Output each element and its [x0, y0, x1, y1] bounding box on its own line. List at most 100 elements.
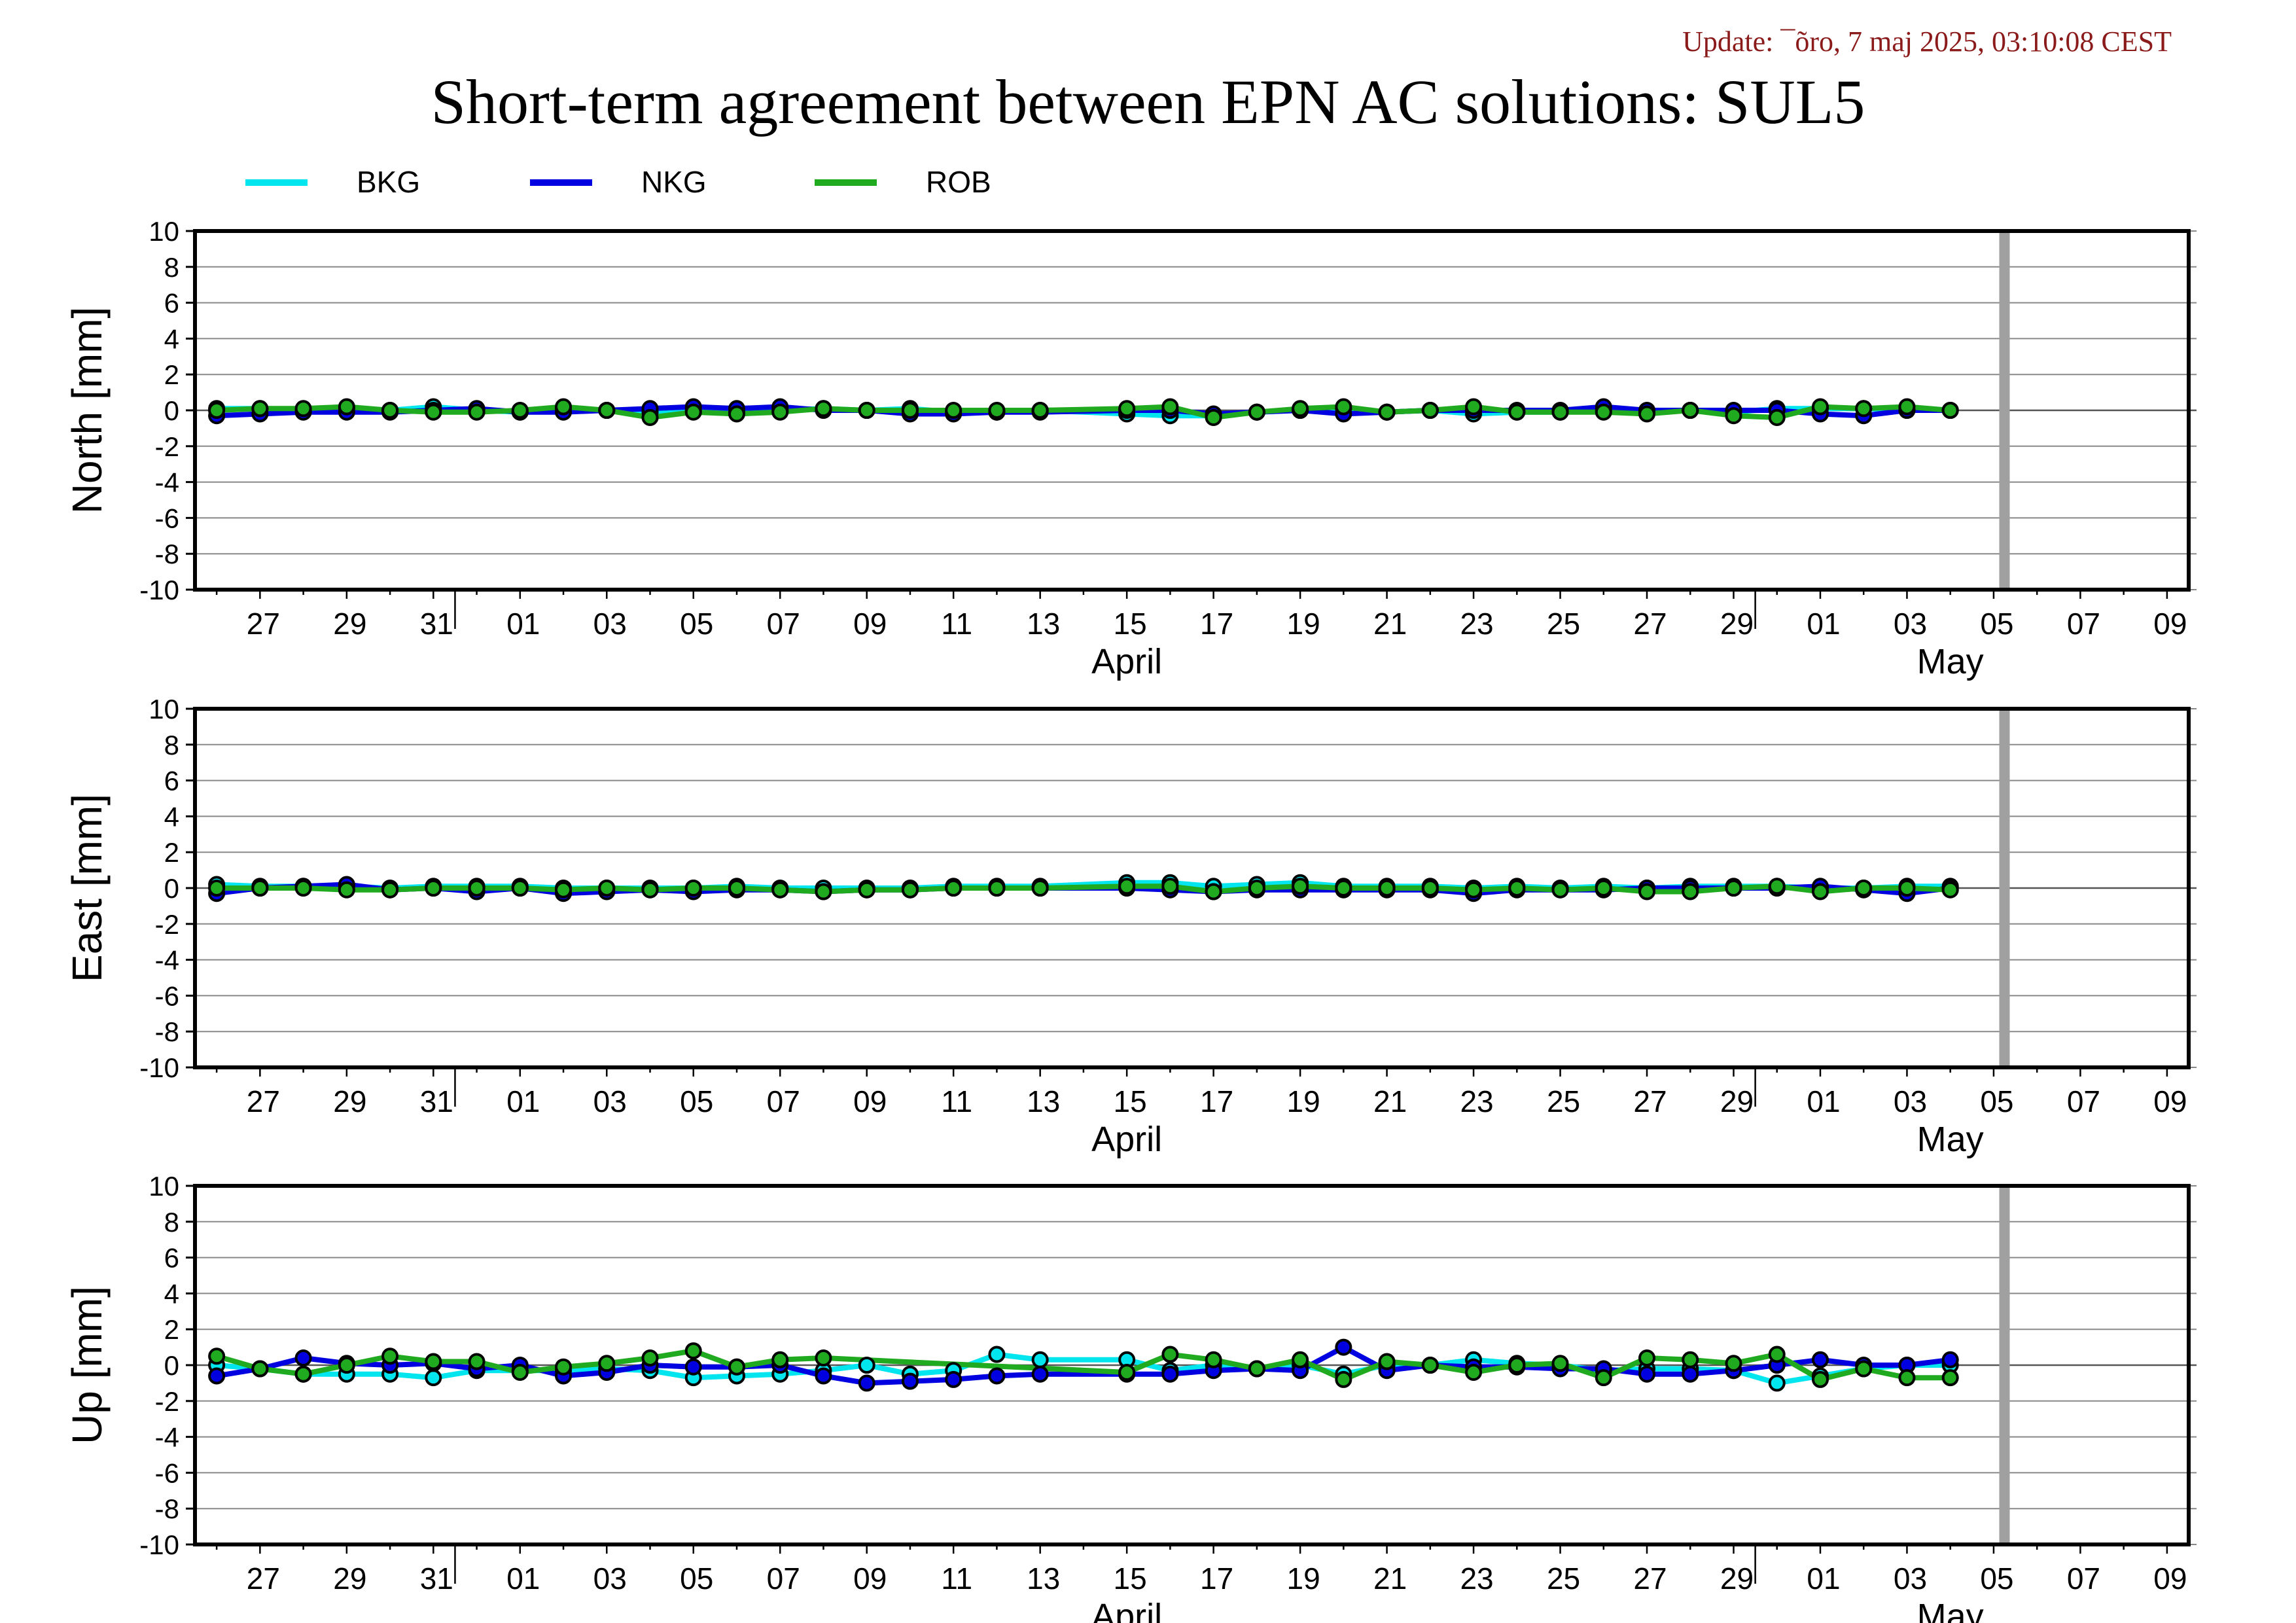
legend-swatch-nkg	[530, 179, 592, 186]
data-point-rob	[815, 400, 832, 418]
data-point-rob	[1335, 1370, 1352, 1388]
data-point-rob	[468, 1353, 486, 1370]
data-point-rob	[1378, 880, 1396, 897]
legend-swatch-bkg	[245, 179, 308, 186]
data-point-rob	[1725, 880, 1742, 897]
y-tick-label: 6	[164, 766, 179, 796]
x-tick-label: 15	[1114, 1084, 1147, 1118]
x-tick-label: 07	[767, 607, 800, 641]
data-point-nkg	[988, 1367, 1006, 1385]
x-tick-label: 01	[1807, 1561, 1840, 1596]
series-line-bkg	[216, 1351, 1951, 1386]
x-tick-label: 21	[1373, 607, 1407, 641]
x-tick-label: 23	[1460, 607, 1493, 641]
data-point-rob	[641, 881, 659, 899]
data-point-rob	[425, 1353, 442, 1370]
y-tick-label: 4	[164, 801, 179, 832]
data-point-rob	[815, 883, 832, 901]
data-point-rob	[1508, 403, 1526, 421]
data-point-nkg	[1031, 1365, 1049, 1383]
x-tick-label: 19	[1287, 1561, 1320, 1596]
x-tick-label: 03	[1894, 607, 1927, 641]
x-tick-label: 13	[1027, 1561, 1060, 1596]
x-tick-label: 11	[941, 607, 972, 641]
data-point-rob	[1508, 880, 1526, 897]
data-point-rob	[555, 1358, 573, 1376]
data-point-rob	[1595, 1369, 1612, 1387]
data-point-rob	[1682, 883, 1699, 901]
data-point-rob	[1898, 1369, 1916, 1387]
x-tick-label: 03	[593, 1561, 627, 1596]
x-tick-label: 01	[506, 607, 540, 641]
x-tick-label: 05	[1980, 1561, 2013, 1596]
x-month-label: May	[1917, 1120, 1984, 1159]
data-point-rob	[381, 402, 399, 419]
y-tick-label: -2	[155, 1386, 179, 1417]
data-point-rob	[728, 880, 745, 897]
data-point-rob	[1465, 1363, 1483, 1381]
data-point-rob	[338, 1357, 355, 1374]
x-tick-label: 09	[853, 1084, 887, 1118]
data-point-nkg	[1811, 1351, 1829, 1368]
data-point-rob	[425, 403, 442, 421]
data-point-rob	[988, 402, 1006, 419]
y-tick-label: 8	[164, 252, 179, 283]
data-point-rob	[1378, 1353, 1396, 1370]
x-tick-label: 07	[2067, 1084, 2100, 1118]
x-tick-label: 05	[1980, 607, 2013, 641]
data-point-rob	[1118, 400, 1136, 418]
data-point-rob	[1205, 1351, 1222, 1368]
x-month-label: May	[1917, 642, 1984, 681]
x-tick-label: 05	[1980, 1084, 2013, 1118]
legend-swatch-rob	[815, 179, 877, 186]
x-tick-label: 29	[333, 1084, 366, 1118]
data-point-rob	[1898, 398, 1916, 416]
data-point-rob	[901, 881, 919, 899]
y-tick-label: 2	[164, 1314, 179, 1345]
data-point-nkg	[1682, 1365, 1699, 1383]
y-tick-label: -10	[139, 1052, 179, 1083]
y-tick-label: -6	[155, 980, 179, 1011]
data-point-rob	[641, 1349, 659, 1367]
data-point-rob	[1161, 878, 1179, 895]
data-point-rob	[381, 881, 399, 899]
y-tick-label: 4	[164, 323, 179, 354]
data-point-rob	[1855, 400, 1873, 418]
data-point-rob	[1855, 880, 1873, 897]
panel-east: 10 8 6 4 2 0 -2 -4 -6 -8 -10 East [mm] 27 29 31 01 03 05 0…	[63, 694, 2197, 1159]
x-tick-label: 01	[506, 1561, 540, 1596]
x-month-label: April	[1091, 1597, 1162, 1623]
data-point-nkg	[945, 1370, 963, 1388]
data-point-rob	[945, 402, 963, 419]
x-tick-label: 15	[1114, 607, 1147, 641]
data-point-rob	[1768, 1346, 1786, 1363]
y-tick-label: 10	[149, 694, 179, 724]
x-tick-label: 03	[593, 607, 627, 641]
x-tick-label: 03	[1894, 1084, 1927, 1118]
data-point-rob	[555, 881, 573, 899]
data-point-rob	[555, 398, 573, 416]
now-marker	[1999, 231, 2010, 590]
x-tick-label: 07	[2067, 607, 2100, 641]
data-point-rob	[1031, 402, 1049, 419]
data-point-rob	[251, 400, 269, 418]
x-tick-label: 27	[1633, 1561, 1667, 1596]
x-tick-label: 29	[333, 1561, 366, 1596]
y-tick-label: 0	[164, 873, 179, 904]
x-tick-label: 27	[247, 1561, 280, 1596]
y-tick-label: -10	[139, 1529, 179, 1560]
y-axis-label: East [mm]	[63, 794, 111, 982]
x-tick-label: 31	[420, 1084, 453, 1118]
data-point-rob	[1421, 1357, 1439, 1374]
data-point-rob	[771, 1351, 789, 1368]
data-point-nkg	[1941, 1351, 1959, 1368]
x-tick-label: 13	[1027, 607, 1060, 641]
data-point-bkg	[1768, 1374, 1786, 1392]
data-point-rob	[1638, 883, 1656, 901]
x-tick-label: 25	[1547, 1561, 1580, 1596]
data-point-rob	[684, 1342, 702, 1360]
data-point-rob	[771, 403, 789, 421]
y-tick-label: -2	[155, 431, 179, 462]
x-tick-label: 05	[680, 607, 713, 641]
data-point-rob	[1508, 1357, 1526, 1374]
